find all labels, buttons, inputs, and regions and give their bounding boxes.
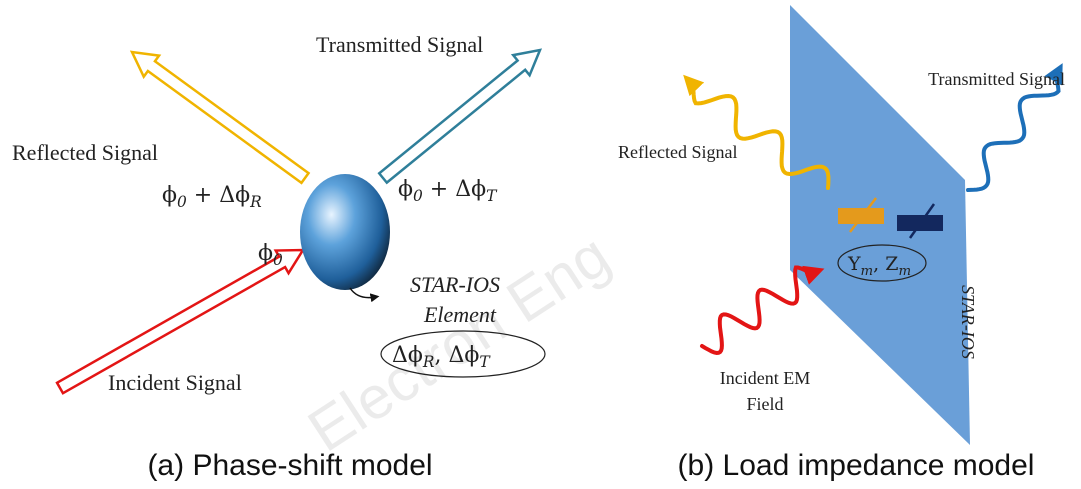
subscript: m [861, 264, 874, 279]
subscript: T [486, 187, 498, 205]
label: STAR-IOS [410, 272, 500, 297]
subscript: 0 [177, 193, 187, 211]
wave-signal [700, 265, 825, 356]
impedance-ellipse [837, 244, 927, 282]
math-label: ϕ0 + ΔϕR [162, 183, 262, 211]
label: Field [746, 394, 783, 414]
params-ellipse [380, 330, 546, 378]
signal-arrow [129, 50, 311, 185]
math-text: + Δϕ [187, 183, 250, 208]
label: Incident EM [720, 368, 810, 388]
panel-a-arrows [55, 48, 543, 395]
label: Element [423, 302, 497, 327]
caption: (b) Load impedance model [678, 449, 1035, 482]
math-text: Δϕ [392, 343, 423, 368]
subscript: R [422, 353, 435, 371]
math-text: , Z [873, 253, 898, 275]
subscript: R [249, 193, 262, 211]
ios-element [300, 174, 390, 290]
subscript: 0 [273, 251, 283, 269]
signal-arrow [55, 248, 306, 395]
math-label: ϕ0 + ΔϕT [398, 177, 498, 205]
pointer [349, 287, 380, 303]
math-text: + Δϕ [423, 177, 486, 202]
subscript: T [479, 353, 491, 371]
math-text: Y [847, 253, 861, 275]
wave-signal [683, 74, 831, 190]
label: Transmitted Signal [316, 32, 483, 57]
star-ios-surface [790, 5, 970, 445]
label: Incident Signal [108, 370, 242, 395]
subscript: 0 [413, 187, 423, 205]
tunable-arrow [849, 197, 877, 233]
wave-signal [966, 63, 1063, 192]
math-label: ΔϕR, ΔϕT [392, 343, 491, 371]
math-text: , Δϕ [434, 343, 479, 368]
signal-arrow [377, 48, 543, 185]
label: STAR-IOS [958, 285, 978, 359]
math-text: ϕ [162, 183, 177, 208]
math-label: ϕ0 [258, 241, 283, 269]
tunable-arrow [908, 203, 936, 239]
label: Reflected Signal [12, 140, 158, 165]
math-text: ϕ [398, 177, 413, 202]
math-text: ϕ [258, 241, 273, 266]
panel-b-waves [683, 63, 1063, 356]
caption: (a) Phase-shift model [147, 449, 432, 482]
subscript: m [898, 264, 911, 279]
math-label: Ym, Zm [847, 253, 911, 279]
label: Reflected Signal [618, 142, 737, 162]
label: Transmitted Signal [928, 69, 1065, 89]
